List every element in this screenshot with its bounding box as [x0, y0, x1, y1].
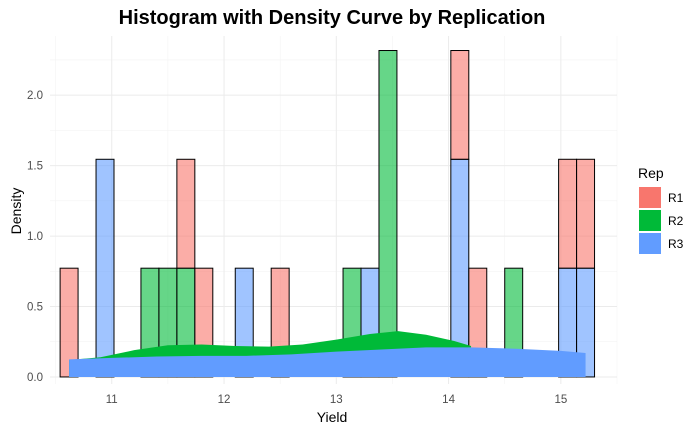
chart-title: Histogram with Density Curve by Replicat… [119, 7, 546, 29]
x-tick-label: 11 [106, 394, 118, 406]
bar-r1 [176, 158, 196, 269]
density-curves [69, 331, 586, 377]
legend-key-r3 [639, 233, 661, 254]
legend-label-r3: R3 [668, 237, 684, 251]
bar-r3 [95, 158, 115, 378]
y-tick-label: 2.0 [27, 90, 43, 102]
x-tick-label: 15 [554, 394, 567, 406]
y-axis-ticks: 0.0 0.5 1.0 1.5 2.0 [27, 90, 43, 384]
bar-r1 [450, 50, 470, 160]
y-tick-label: 0.0 [27, 372, 43, 384]
legend-key-r1 [639, 187, 661, 208]
y-axis-label: Density [8, 188, 24, 235]
x-tick-label: 12 [218, 394, 231, 406]
density-curve-r3 [69, 347, 586, 377]
legend-key-r2 [639, 210, 661, 231]
y-tick-label: 1.5 [27, 161, 43, 173]
bar-r2 [378, 50, 398, 378]
legend-label-r2: R2 [668, 214, 684, 228]
y-tick-label: 1.0 [27, 231, 43, 243]
bar-r1 [558, 158, 578, 269]
bar-r1 [576, 158, 596, 269]
legend: Rep R1 R2 R3 [638, 165, 684, 254]
x-tick-label: 13 [330, 394, 343, 406]
x-axis-ticks: 11 12 13 14 15 [106, 394, 567, 406]
grid [50, 36, 618, 384]
y-tick-label: 0.5 [27, 302, 43, 314]
x-axis-label: Yield [317, 409, 348, 425]
x-tick-label: 14 [442, 394, 455, 406]
histogram-bars [59, 50, 596, 378]
legend-title: Rep [638, 165, 664, 181]
legend-label-r1: R1 [668, 191, 684, 205]
